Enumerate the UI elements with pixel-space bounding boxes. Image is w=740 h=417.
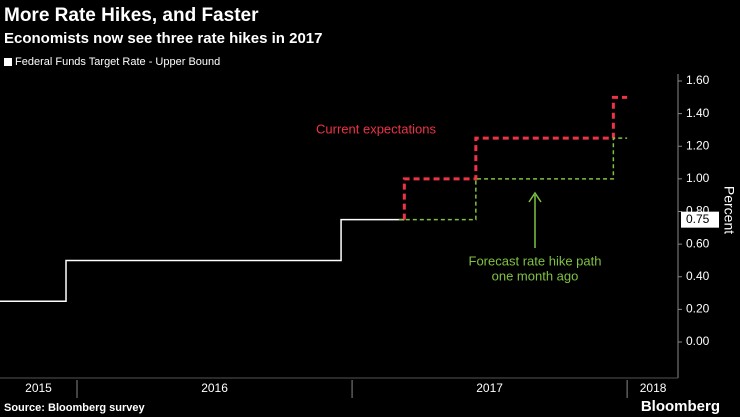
y-tick-label: 1.60	[686, 73, 710, 87]
y-tick-label: 0.20	[686, 302, 710, 316]
y-tick-label: 1.00	[686, 171, 710, 185]
y-tick-label: 0.00	[686, 334, 710, 348]
x-tick-label: 2015	[25, 381, 52, 395]
series-line	[402, 95, 628, 220]
x-tick-label: 2017	[476, 381, 503, 395]
chart-title: More Rate Hikes, and Faster	[4, 5, 259, 26]
y-tick-label: 0.60	[686, 236, 710, 250]
annotation: one month ago	[492, 268, 579, 283]
series-line	[398, 137, 628, 221]
source: Source: Bloomberg survey	[4, 402, 145, 414]
y-tick-label: 1.40	[686, 106, 710, 120]
legend-label: Federal Funds Target Rate - Upper Bound	[15, 56, 220, 68]
annotation: Forecast rate hike path	[469, 253, 602, 268]
current-value-label: 0.75	[686, 212, 710, 226]
x-tick-label: 2016	[201, 381, 228, 395]
legend-swatch	[4, 58, 12, 66]
current-value-box	[681, 211, 719, 228]
brand: Bloomberg	[641, 398, 720, 415]
y-axis-label: Percent	[721, 186, 737, 234]
series-line	[0, 218, 405, 302]
y-tick-label: 0.40	[686, 269, 710, 283]
y-tick-label: 1.20	[686, 138, 710, 152]
x-tick-label: 2018	[640, 381, 667, 395]
annotation: Current expectations	[316, 121, 436, 136]
chart-subtitle: Economists now see three rate hikes in 2…	[4, 30, 322, 47]
arrow-head	[528, 191, 542, 203]
